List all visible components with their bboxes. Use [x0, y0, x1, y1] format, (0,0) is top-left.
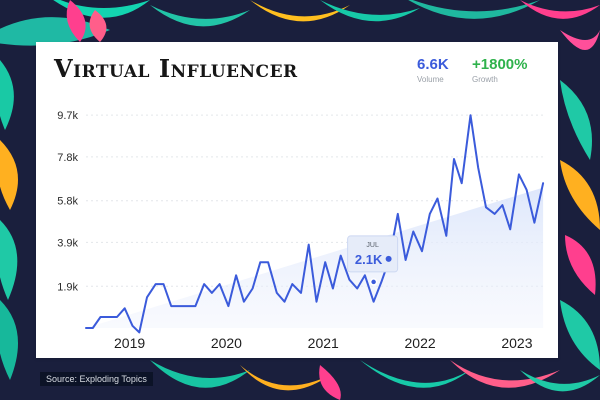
growth-stat: +1800% Growth	[472, 56, 527, 85]
growth-label: Growth	[472, 75, 498, 84]
y-tick-label: 9.7k	[57, 110, 78, 122]
x-tick-label: 2023	[501, 335, 532, 351]
volume-stat: 6.6K Volume	[417, 56, 449, 85]
x-tick-label: 2020	[211, 335, 242, 351]
source-credit: Source: Exploding Topics	[40, 372, 153, 386]
annotation-point	[369, 278, 378, 286]
annotation-tooltip	[347, 235, 399, 273]
volume-label: Volume	[417, 75, 444, 84]
x-tick-label: 2021	[308, 335, 339, 351]
info-icon	[385, 255, 392, 262]
y-tick-label: 5.8k	[57, 196, 78, 208]
page-title: Virtual Influencer	[54, 54, 298, 83]
y-tick-label: 1.9k	[57, 281, 78, 293]
volume-value: 6.6K	[417, 56, 449, 73]
chart-card: 1.9k 3.9k 5.8k 7.8k 9.7k 2019 2020 2021 2022 202…	[36, 42, 558, 358]
x-tick-label: 2022	[405, 335, 436, 351]
line-chart: 1.9k 3.9k 5.8k 7.8k 9.7k 2019 2020 2021 2022 202…	[57, 110, 546, 351]
x-tick-label: 2019	[114, 335, 145, 351]
series-line	[85, 114, 545, 334]
y-tick-label: 7.8k	[57, 152, 78, 164]
annotation-value: 2.1K	[355, 252, 383, 267]
annotation-month: JUL	[366, 242, 379, 249]
y-tick-label: 3.9k	[57, 237, 78, 249]
growth-value: +1800%	[472, 56, 528, 73]
trend-area	[86, 187, 544, 328]
